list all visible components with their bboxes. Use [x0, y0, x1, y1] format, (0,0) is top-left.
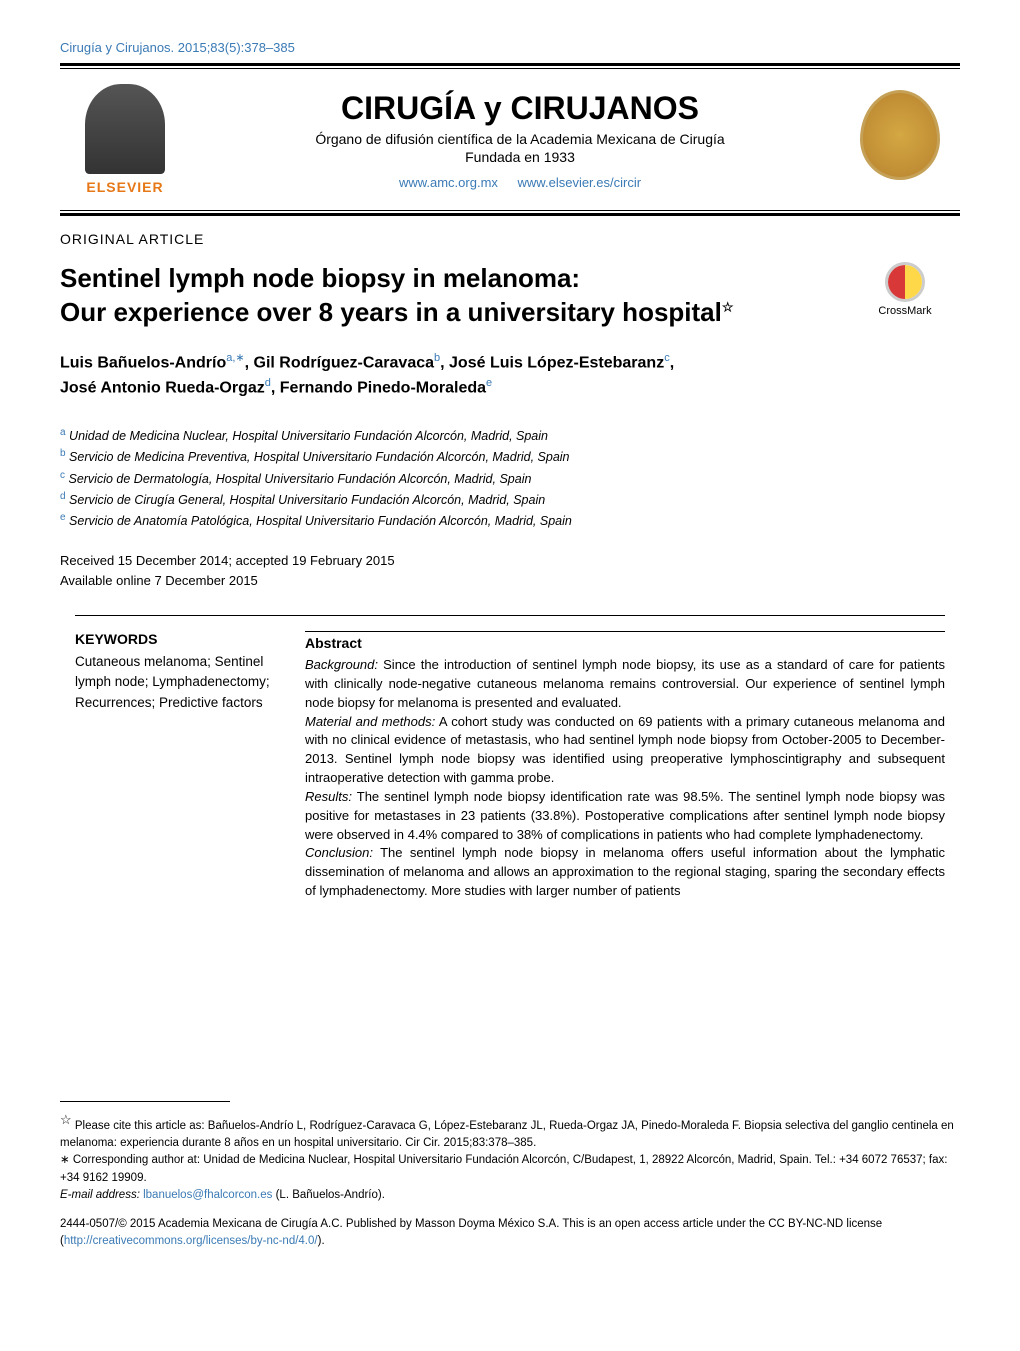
author-3: José Luis López-Estebaranz	[449, 354, 664, 371]
corr-star: ∗	[60, 1154, 70, 1166]
methods-label: Material and methods:	[305, 714, 435, 729]
conclusion-label: Conclusion:	[305, 845, 373, 860]
keywords-heading: KEYWORDS	[75, 631, 275, 647]
author-5-sup: e	[486, 377, 492, 389]
journal-link-2[interactable]: www.elsevier.es/circir	[518, 175, 642, 190]
article-title: Sentinel lymph node biopsy in melanoma: …	[60, 262, 830, 330]
bottom-rule	[60, 210, 960, 216]
journal-title: CIRUGÍA y CIRUJANOS	[180, 90, 860, 127]
top-rule	[60, 63, 960, 69]
results-text: The sentinel lymph node biopsy identific…	[305, 789, 945, 842]
author-2: Gil Rodríguez-Caravaca	[254, 354, 435, 371]
keywords-list: Cutaneous melanoma; Sentinel lymph node;…	[75, 652, 275, 713]
title-line-1: Sentinel lymph node biopsy in melanoma:	[60, 263, 580, 293]
copyright-text-2: ).	[318, 1235, 325, 1247]
footnotes: ☆ Please cite this article as: Bañuelos-…	[60, 1110, 960, 1204]
author-2-sup: b	[434, 352, 440, 364]
footnote-email: E-mail address: lbanuelos@fhalcorcon.es …	[60, 1187, 960, 1204]
corr-text: Corresponding author at: Unidad de Medic…	[60, 1154, 947, 1183]
footnote-cite: ☆ Please cite this article as: Bañuelos-…	[60, 1110, 960, 1152]
journal-links: www.amc.org.mx www.elsevier.es/circir	[180, 175, 860, 190]
license-link[interactable]: http://creativecommons.org/licenses/by-n…	[64, 1235, 318, 1247]
affiliation-e: Servicio de Anatomía Patológica, Hospita…	[69, 514, 572, 528]
copyright: 2444-0507/© 2015 Academia Mexicana de Ci…	[60, 1216, 960, 1251]
cite-star: ☆	[60, 1112, 72, 1127]
crossmark-label: CrossMark	[850, 305, 960, 317]
footnote-corresponding: ∗ Corresponding author at: Unidad de Med…	[60, 1152, 960, 1187]
page-container: Cirugía y Cirujanos. 2015;83(5):378–385 …	[0, 0, 1020, 1291]
abstract-column: Abstract Background: Since the introduct…	[305, 631, 945, 901]
abstract-heading: Abstract	[305, 635, 945, 651]
available-date: Available online 7 December 2015	[60, 571, 960, 591]
crossmark-icon	[885, 262, 925, 302]
seal-icon	[860, 90, 940, 180]
author-1-sup: a,∗	[226, 352, 244, 364]
publisher-name: ELSEVIER	[86, 179, 163, 195]
author-4-sup: d	[265, 377, 271, 389]
journal-link-1[interactable]: www.amc.org.mx	[399, 175, 498, 190]
academy-seal	[860, 90, 950, 190]
email-label: E-mail address:	[60, 1189, 143, 1201]
affiliation-a: Unidad de Medicina Nuclear, Hospital Uni…	[69, 429, 548, 443]
footnote-separator	[60, 1101, 230, 1102]
received-date: Received 15 December 2014; accepted 19 F…	[60, 551, 960, 571]
article-type: ORIGINAL ARTICLE	[60, 231, 960, 247]
email-link[interactable]: lbanuelos@fhalcorcon.es	[143, 1189, 272, 1201]
email-suffix: (L. Bañuelos-Andrío).	[272, 1189, 385, 1201]
background-text: Since the introduction of sentinel lymph…	[305, 657, 945, 710]
masthead: ELSEVIER CIRUGÍA y CIRUJANOS Órgano de d…	[60, 84, 960, 195]
journal-subtitle: Órgano de difusión científica de la Acad…	[180, 131, 860, 147]
authors: Luis Bañuelos-Andríoa,∗, Gil Rodríguez-C…	[60, 350, 960, 401]
title-star: ☆	[722, 299, 734, 314]
abstract-text: Background: Since the introduction of se…	[305, 656, 945, 901]
affiliations: a Unidad de Medicina Nuclear, Hospital U…	[60, 425, 960, 531]
affiliation-b: Servicio de Medicina Preventiva, Hospita…	[69, 451, 569, 465]
cite-text: Please cite this article as: Bañuelos-An…	[60, 1120, 954, 1149]
results-label: Results:	[305, 789, 352, 804]
author-4: José Antonio Rueda-Orgaz	[60, 379, 265, 396]
header-citation[interactable]: Cirugía y Cirujanos. 2015;83(5):378–385	[60, 40, 960, 55]
abstract-section: KEYWORDS Cutaneous melanoma; Sentinel ly…	[75, 615, 945, 901]
keywords-column: KEYWORDS Cutaneous melanoma; Sentinel ly…	[75, 631, 275, 901]
masthead-center: CIRUGÍA y CIRUJANOS Órgano de difusión c…	[180, 90, 860, 190]
article-dates: Received 15 December 2014; accepted 19 F…	[60, 551, 960, 590]
conclusion-text: The sentinel lymph node biopsy in melano…	[305, 845, 945, 898]
author-3-sup: c	[664, 352, 670, 364]
journal-founded: Fundada en 1933	[180, 149, 860, 165]
elsevier-tree-icon	[85, 84, 165, 174]
author-5: Fernando Pinedo-Moraleda	[280, 379, 486, 396]
affiliation-d: Servicio de Cirugía General, Hospital Un…	[69, 493, 545, 507]
affiliation-c: Servicio de Dermatología, Hospital Unive…	[68, 472, 531, 486]
background-label: Background:	[305, 657, 378, 672]
publisher-logo: ELSEVIER	[70, 84, 180, 195]
title-row: Sentinel lymph node biopsy in melanoma: …	[60, 262, 960, 330]
author-1: Luis Bañuelos-Andrío	[60, 354, 226, 371]
title-line-2: Our experience over 8 years in a univers…	[60, 297, 722, 327]
crossmark-badge[interactable]: CrossMark	[850, 262, 960, 317]
